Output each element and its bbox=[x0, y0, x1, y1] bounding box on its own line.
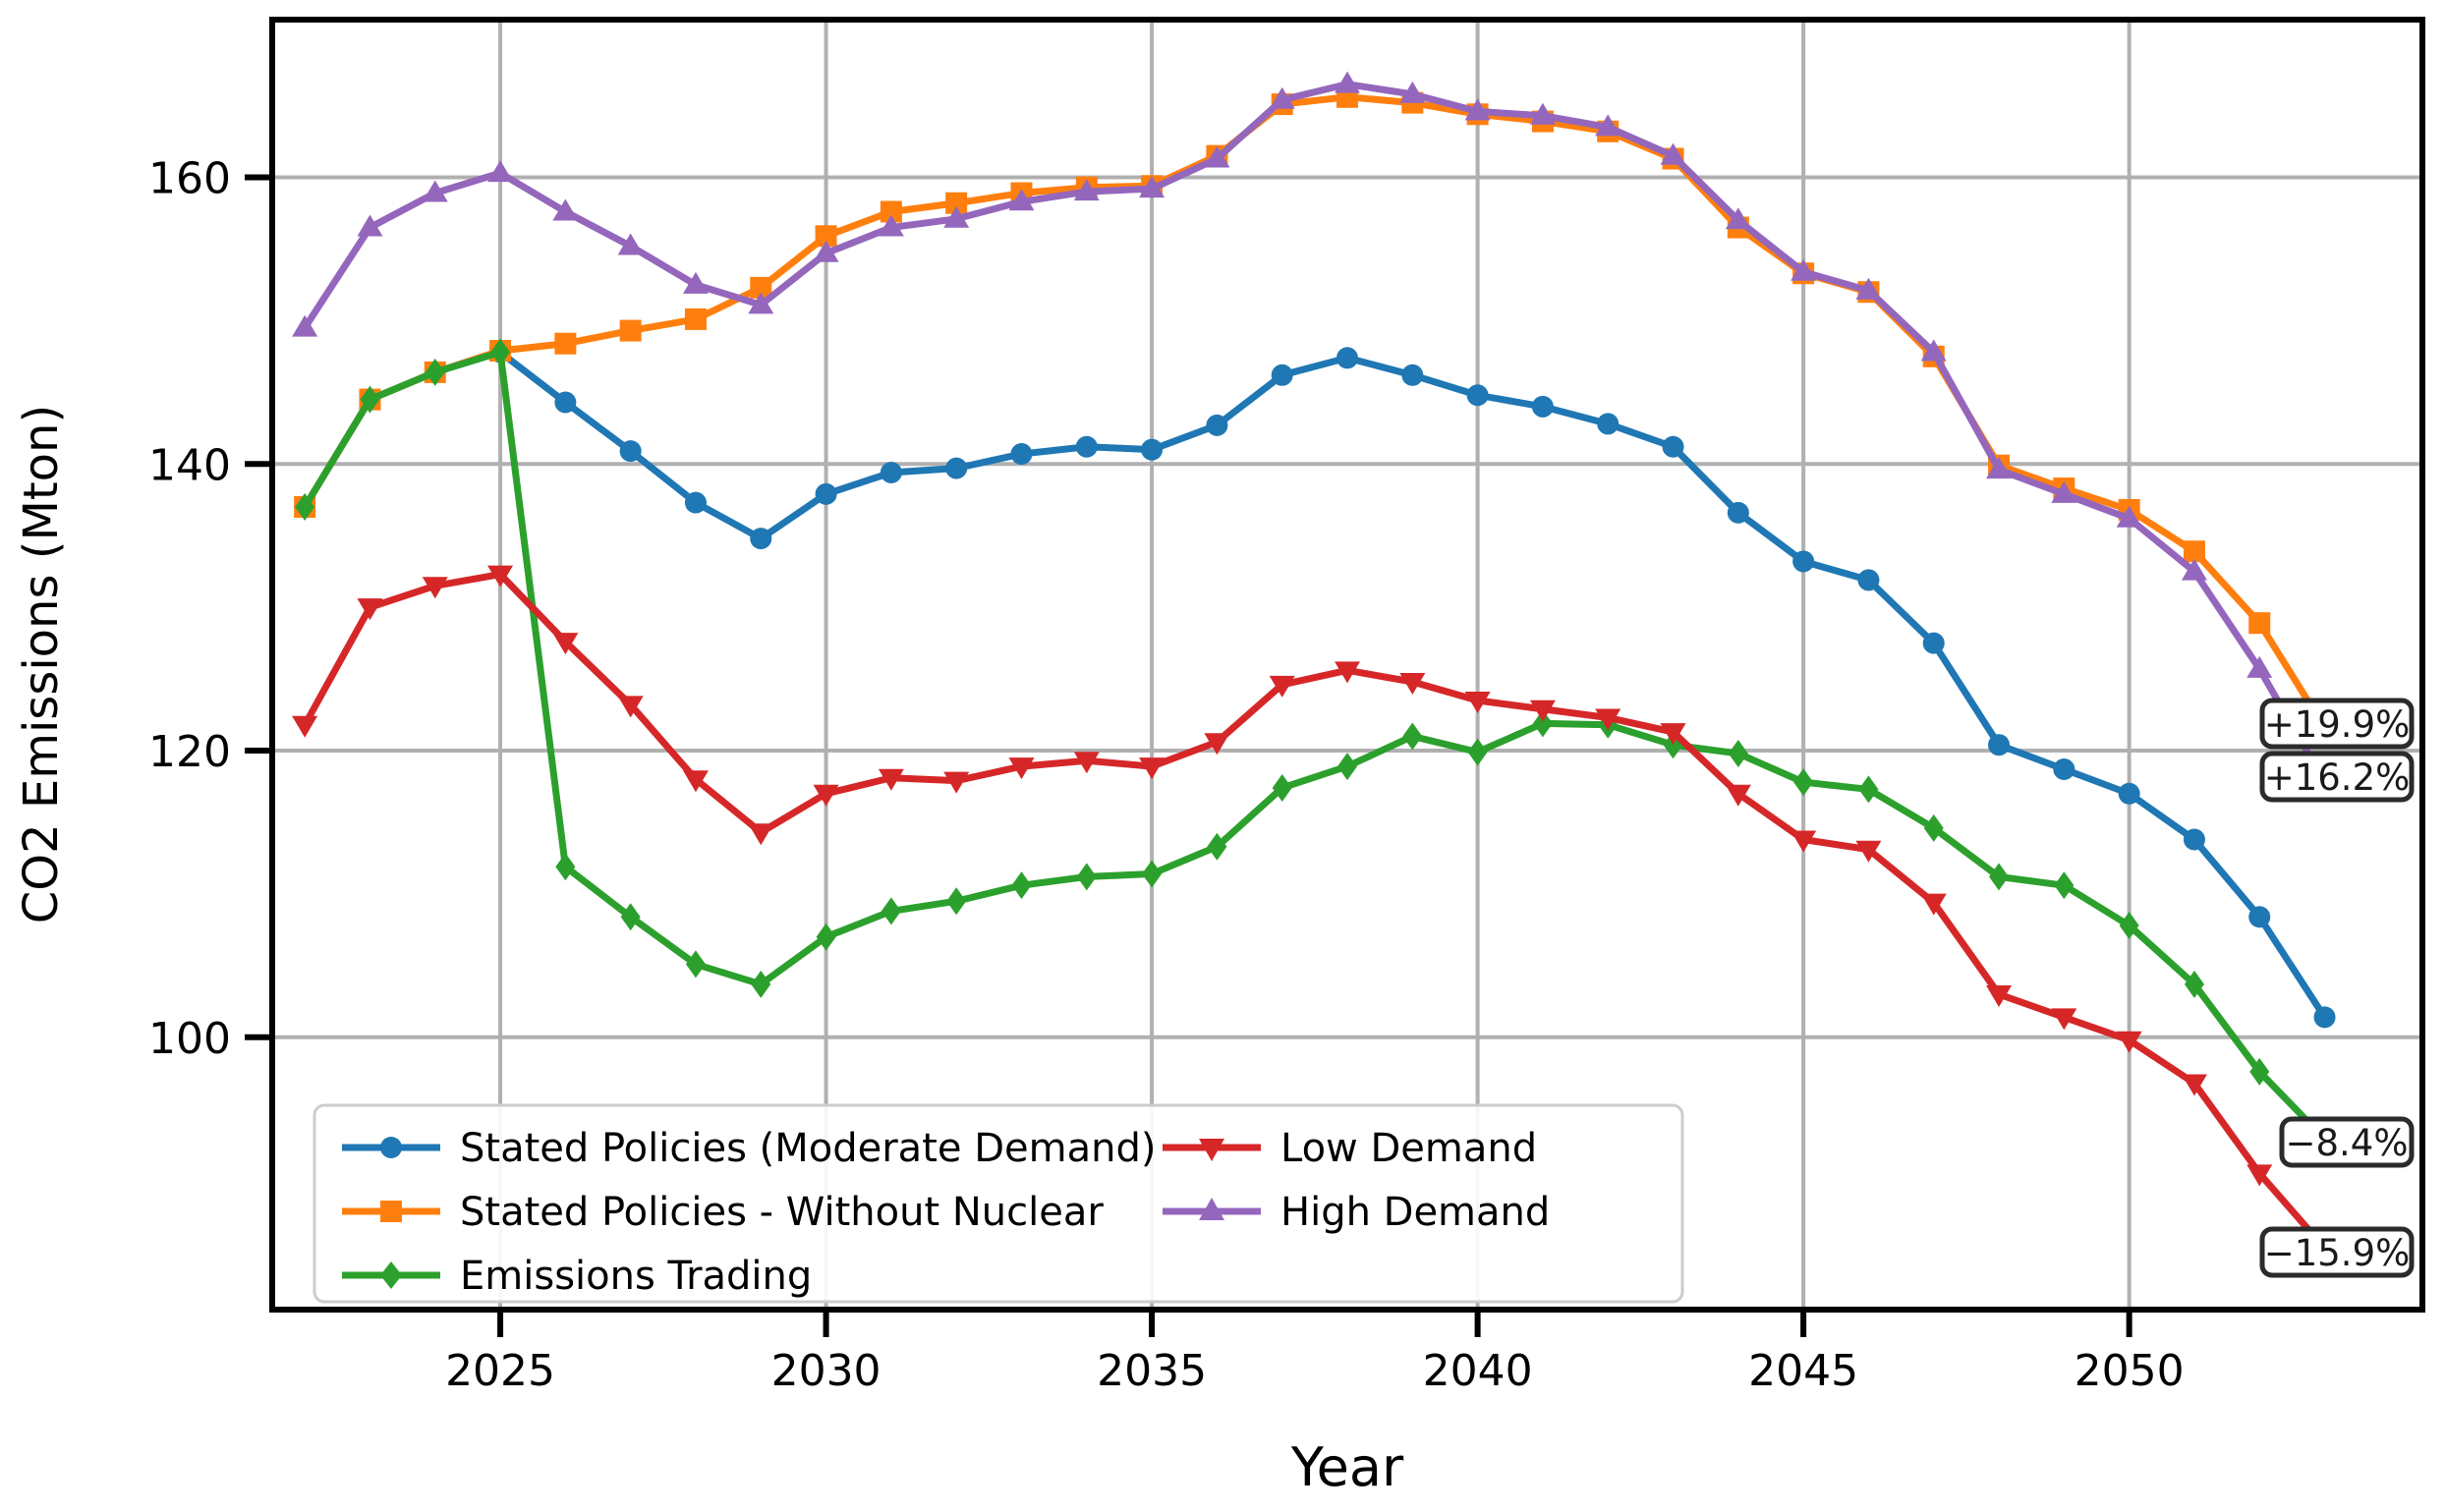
axes-frame bbox=[269, 17, 2425, 1313]
y-tick-label: 120 bbox=[148, 727, 231, 777]
legend-item-stated-policies-moderate: Stated Policies (Moderate Demand) bbox=[342, 1126, 1156, 1171]
y-axis-title: CO2 Emissions (Mton) bbox=[14, 405, 69, 924]
legend-label: Stated Policies - Without Nuclear bbox=[460, 1190, 1104, 1235]
annotation-text: −8.4% bbox=[2285, 1122, 2408, 1164]
legend-item-emissions-trading: Emissions Trading bbox=[342, 1254, 812, 1299]
legend-marker-triangle-up bbox=[1199, 1198, 1224, 1220]
axis-ticks: 2025 2030 2035 2040 2045 2050 160 140 120 100 bbox=[148, 153, 2185, 1396]
gridlines bbox=[272, 20, 2422, 1310]
series-low-demand bbox=[292, 565, 2338, 1261]
series-stated-policies-moderate-demand bbox=[294, 341, 2336, 1029]
legend: Stated Policies (Moderate Demand) Stated… bbox=[313, 1103, 1684, 1304]
annotation-minus-8-4: −8.4% bbox=[2279, 1116, 2415, 1168]
annotation-frame bbox=[2259, 1226, 2415, 1278]
legend-marker-square bbox=[380, 1201, 402, 1222]
y-tick-label: 160 bbox=[148, 153, 231, 203]
annotation-text: +16.2% bbox=[2264, 756, 2411, 799]
x-tick-label: 2050 bbox=[2075, 1346, 2185, 1396]
series-emissions-trading bbox=[295, 338, 2335, 1153]
legend-frame bbox=[313, 1103, 1684, 1304]
legend-marker-circle bbox=[380, 1137, 402, 1158]
annotation-frame bbox=[2259, 698, 2415, 750]
legend-marker-triangle-down bbox=[1199, 1139, 1224, 1161]
annotation-frame bbox=[2259, 751, 2415, 803]
legend-label: High Demand bbox=[1280, 1190, 1550, 1235]
x-axis-title: Year bbox=[1290, 1436, 1404, 1498]
annotation-text: −15.9% bbox=[2264, 1232, 2411, 1274]
x-tick-label: 2045 bbox=[1748, 1346, 1858, 1396]
y-tick-label: 100 bbox=[148, 1014, 231, 1064]
annotation-minus-15-9: −15.9% bbox=[2259, 1226, 2415, 1278]
legend-item-high-demand: High Demand bbox=[1163, 1190, 1550, 1235]
legend-label: Low Demand bbox=[1280, 1126, 1537, 1171]
x-tick-label: 2025 bbox=[445, 1346, 555, 1396]
data-series-layer bbox=[292, 71, 2338, 1261]
y-tick-label: 140 bbox=[148, 440, 231, 490]
x-tick-label: 2030 bbox=[771, 1346, 881, 1396]
legend-item-without-nuclear: Stated Policies - Without Nuclear bbox=[342, 1190, 1104, 1235]
annotation-plus-16-2: +16.2% bbox=[2259, 751, 2415, 803]
x-tick-label: 2035 bbox=[1097, 1346, 1207, 1396]
annotation-frame bbox=[2279, 1116, 2415, 1168]
legend-item-low-demand: Low Demand bbox=[1163, 1126, 1537, 1171]
legend-label: Emissions Trading bbox=[460, 1254, 812, 1299]
legend-marker-diamond bbox=[380, 1261, 402, 1289]
legend-label: Stated Policies (Moderate Demand) bbox=[460, 1126, 1156, 1171]
x-tick-label: 2040 bbox=[1423, 1346, 1533, 1396]
annotation-text: +19.9% bbox=[2264, 703, 2411, 746]
annotation-plus-19-9: +19.9% bbox=[2259, 698, 2415, 750]
series-high-demand bbox=[292, 71, 2338, 792]
